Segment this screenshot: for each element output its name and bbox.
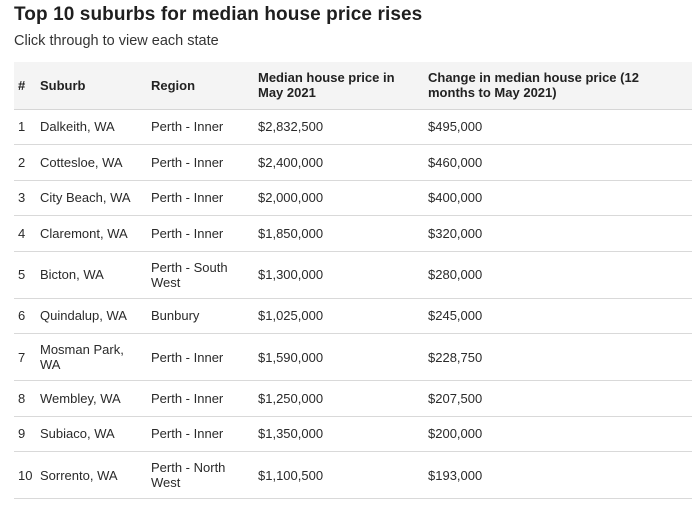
cell-suburb: Claremont, WA [36, 215, 147, 252]
cell-rank: 5 [14, 251, 36, 299]
cell-region: Perth - South West [147, 251, 254, 299]
cell-median-price: $1,590,000 [254, 333, 424, 381]
header-rank: # [14, 62, 36, 110]
table-header: # Suburb Region Median house price in Ma… [14, 62, 692, 110]
cell-median-price: $1,025,000 [254, 298, 424, 334]
table-row: 1 Dalkeith, WA Perth - Inner $2,832,500 … [14, 109, 692, 145]
cell-price-change: $245,000 [424, 298, 692, 334]
table-row: 6 Quindalup, WA Bunbury $1,025,000 $245,… [14, 298, 692, 334]
cell-suburb: Bicton, WA [36, 251, 147, 299]
cell-price-change: $400,000 [424, 180, 692, 216]
table-row: 5 Bicton, WA Perth - South West $1,300,0… [14, 251, 692, 299]
header-price-change: Change in median house price (12 months … [424, 62, 692, 110]
header-median-price: Median house price in May 2021 [254, 62, 424, 110]
cell-price-change: $495,000 [424, 109, 692, 145]
table-row: 3 City Beach, WA Perth - Inner $2,000,00… [14, 180, 692, 216]
cell-suburb: Cottesloe, WA [36, 144, 147, 181]
cell-suburb: City Beach, WA [36, 180, 147, 216]
cell-median-price: $1,850,000 [254, 215, 424, 252]
cell-price-change: $280,000 [424, 251, 692, 299]
cell-rank: 1 [14, 109, 36, 145]
cell-region: Perth - Inner [147, 215, 254, 252]
cell-region: Perth - North West [147, 451, 254, 499]
cell-median-price: $2,832,500 [254, 109, 424, 145]
cell-rank: 4 [14, 215, 36, 252]
cell-region: Perth - Inner [147, 416, 254, 452]
cell-rank: 2 [14, 144, 36, 181]
header-suburb: Suburb [36, 62, 147, 110]
cell-region: Bunbury [147, 298, 254, 334]
cell-suburb: Dalkeith, WA [36, 109, 147, 145]
table-header-row: # Suburb Region Median house price in Ma… [14, 62, 692, 110]
cell-region: Perth - Inner [147, 144, 254, 181]
table-row: 8 Wembley, WA Perth - Inner $1,250,000 $… [14, 380, 692, 417]
header-region: Region [147, 62, 254, 110]
cell-median-price: $1,300,000 [254, 251, 424, 299]
table-body: 1 Dalkeith, WA Perth - Inner $2,832,500 … [14, 109, 692, 499]
cell-median-price: $2,400,000 [254, 144, 424, 181]
cell-price-change: $193,000 [424, 451, 692, 499]
cell-median-price: $1,250,000 [254, 380, 424, 417]
table-row: 9 Subiaco, WA Perth - Inner $1,350,000 $… [14, 416, 692, 452]
cell-rank: 7 [14, 333, 36, 381]
cell-region: Perth - Inner [147, 380, 254, 417]
page-subtitle: Click through to view each state [14, 33, 219, 49]
cell-region: Perth - Inner [147, 109, 254, 145]
cell-suburb: Sorrento, WA [36, 451, 147, 499]
cell-suburb: Quindalup, WA [36, 298, 147, 334]
table-row: 4 Claremont, WA Perth - Inner $1,850,000… [14, 215, 692, 252]
table-row: 10 Sorrento, WA Perth - North West $1,10… [14, 451, 692, 499]
cell-region: Perth - Inner [147, 180, 254, 216]
cell-price-change: $200,000 [424, 416, 692, 452]
cell-price-change: $228,750 [424, 333, 692, 381]
cell-suburb: Mosman Park, WA [36, 333, 147, 381]
cell-price-change: $207,500 [424, 380, 692, 417]
table-row: 2 Cottesloe, WA Perth - Inner $2,400,000… [14, 144, 692, 181]
cell-suburb: Wembley, WA [36, 380, 147, 417]
cell-rank: 10 [14, 451, 36, 499]
cell-rank: 8 [14, 380, 36, 417]
table-row: 7 Mosman Park, WA Perth - Inner $1,590,0… [14, 333, 692, 381]
cell-suburb: Subiaco, WA [36, 416, 147, 452]
cell-price-change: $460,000 [424, 144, 692, 181]
cell-median-price: $2,000,000 [254, 180, 424, 216]
cell-rank: 6 [14, 298, 36, 334]
cell-rank: 3 [14, 180, 36, 216]
page-title: Top 10 suburbs for median house price ri… [14, 4, 423, 25]
cell-median-price: $1,350,000 [254, 416, 424, 452]
cell-price-change: $320,000 [424, 215, 692, 252]
suburbs-table: # Suburb Region Median house price in Ma… [14, 62, 692, 499]
cell-median-price: $1,100,500 [254, 451, 424, 499]
cell-rank: 9 [14, 416, 36, 452]
cell-region: Perth - Inner [147, 333, 254, 381]
